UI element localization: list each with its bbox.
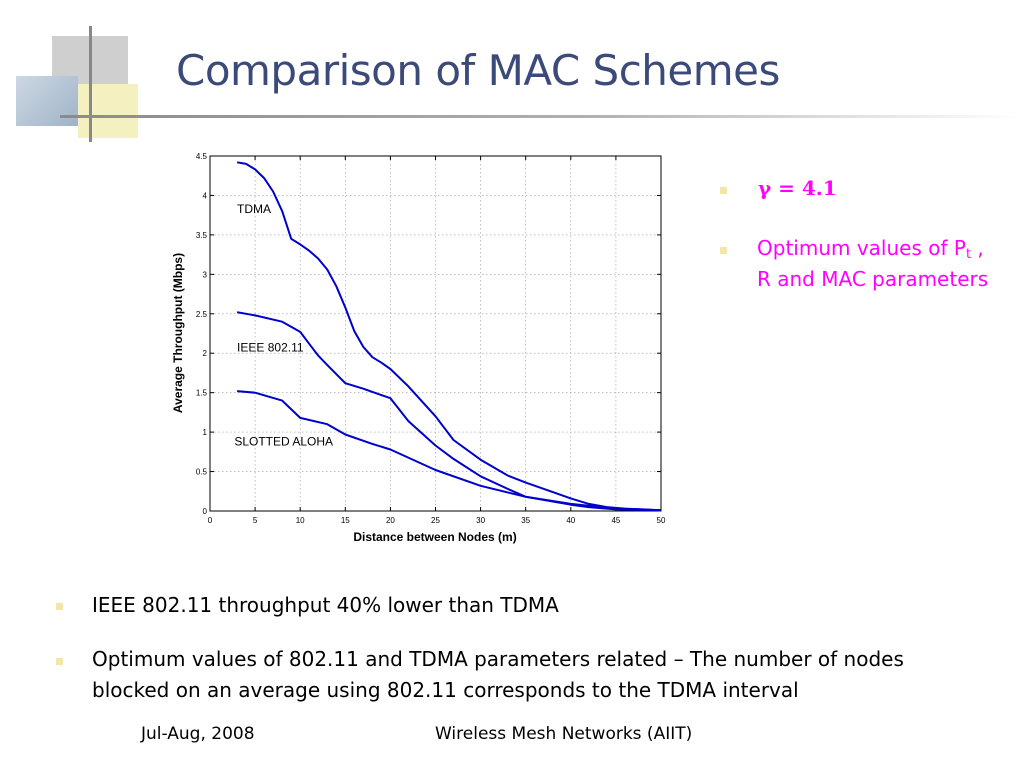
series-annotation: TDMA xyxy=(237,202,271,216)
x-tick-label: 25 xyxy=(431,516,440,525)
y-tick-label: 0.5 xyxy=(196,468,208,477)
optimum-values-note: Optimum values of Pt , R and MAC paramet… xyxy=(757,236,997,291)
gamma-value: γ = 4.1 xyxy=(758,176,837,200)
gamma-text: γ = 4.1 xyxy=(758,176,837,200)
x-tick-label: 50 xyxy=(657,516,666,525)
bullet-marker xyxy=(56,603,63,610)
y-tick-label: 2.5 xyxy=(196,310,208,319)
bottom-bullet-1: IEEE 802.11 throughput 40% lower than TD… xyxy=(92,593,559,617)
x-tick-label: 5 xyxy=(253,516,258,525)
series-annotations: TDMA IEEE 802.11 SLOTTED ALOHA xyxy=(234,202,333,449)
y-tick-label: 0 xyxy=(203,507,208,516)
bullet-marker xyxy=(56,658,63,665)
x-tick-label: 40 xyxy=(566,516,575,525)
series-line-tdma xyxy=(236,161,662,512)
optimum-text-part2: , R and MAC parameters xyxy=(757,236,989,291)
decor-vertical-line xyxy=(89,26,92,142)
y-tick-label: 3 xyxy=(203,270,208,279)
y-tick-label: 1.5 xyxy=(196,389,208,398)
x-axis-label: Distance between Nodes (m) xyxy=(353,530,516,544)
x-tick-label: 15 xyxy=(341,516,350,525)
decor-square-yellow xyxy=(78,84,138,138)
x-tick-label: 35 xyxy=(521,516,530,525)
optimum-text-part1: Optimum values of P xyxy=(757,236,966,260)
y-tick-label: 1 xyxy=(203,428,208,437)
footer-course: Wireless Mesh Networks (AIIT) xyxy=(435,724,693,744)
y-tick-label: 4.5 xyxy=(196,152,208,161)
grid-lines xyxy=(210,156,661,511)
optimum-subscript: t xyxy=(965,247,972,262)
y-tick-label: 2 xyxy=(203,349,208,358)
slide-title: Comparison of MAC Schemes xyxy=(176,46,780,95)
title-divider xyxy=(60,115,1020,118)
x-tick-label: 10 xyxy=(296,516,305,525)
decor-square-blue xyxy=(16,76,78,126)
y-axis-label: Average Throughput (Mbps) xyxy=(171,253,185,413)
y-tick-label: 4 xyxy=(203,191,208,200)
x-tick-label: 20 xyxy=(386,516,395,525)
series-lines xyxy=(236,161,662,512)
bottom-bullet-2: Optimum values of 802.11 and TDMA parame… xyxy=(92,647,904,702)
series-annotation: IEEE 802.11 xyxy=(237,341,304,355)
x-tick-label: 0 xyxy=(208,516,213,525)
series-annotation: SLOTTED ALOHA xyxy=(234,435,333,449)
x-tick-label: 45 xyxy=(611,516,620,525)
x-tick-label: 30 xyxy=(476,516,485,525)
y-tick-label: 3.5 xyxy=(196,231,208,240)
bullet-marker xyxy=(720,247,727,254)
tick-marks: 0 5 10 15 20 25 30 35 40 45 50 0 0.5 1 1.5 2 2.5 3 3.5 4 4.5 xyxy=(196,152,666,525)
series-line-slotted-aloha xyxy=(237,390,662,512)
throughput-chart: 0 5 10 15 20 25 30 35 40 45 50 0 0.5 1 1.5 2 2.5 3 3.5 4 4.5… xyxy=(171,152,666,544)
footer-date: Jul-Aug, 2008 xyxy=(141,724,255,744)
bullet-marker xyxy=(720,187,727,194)
